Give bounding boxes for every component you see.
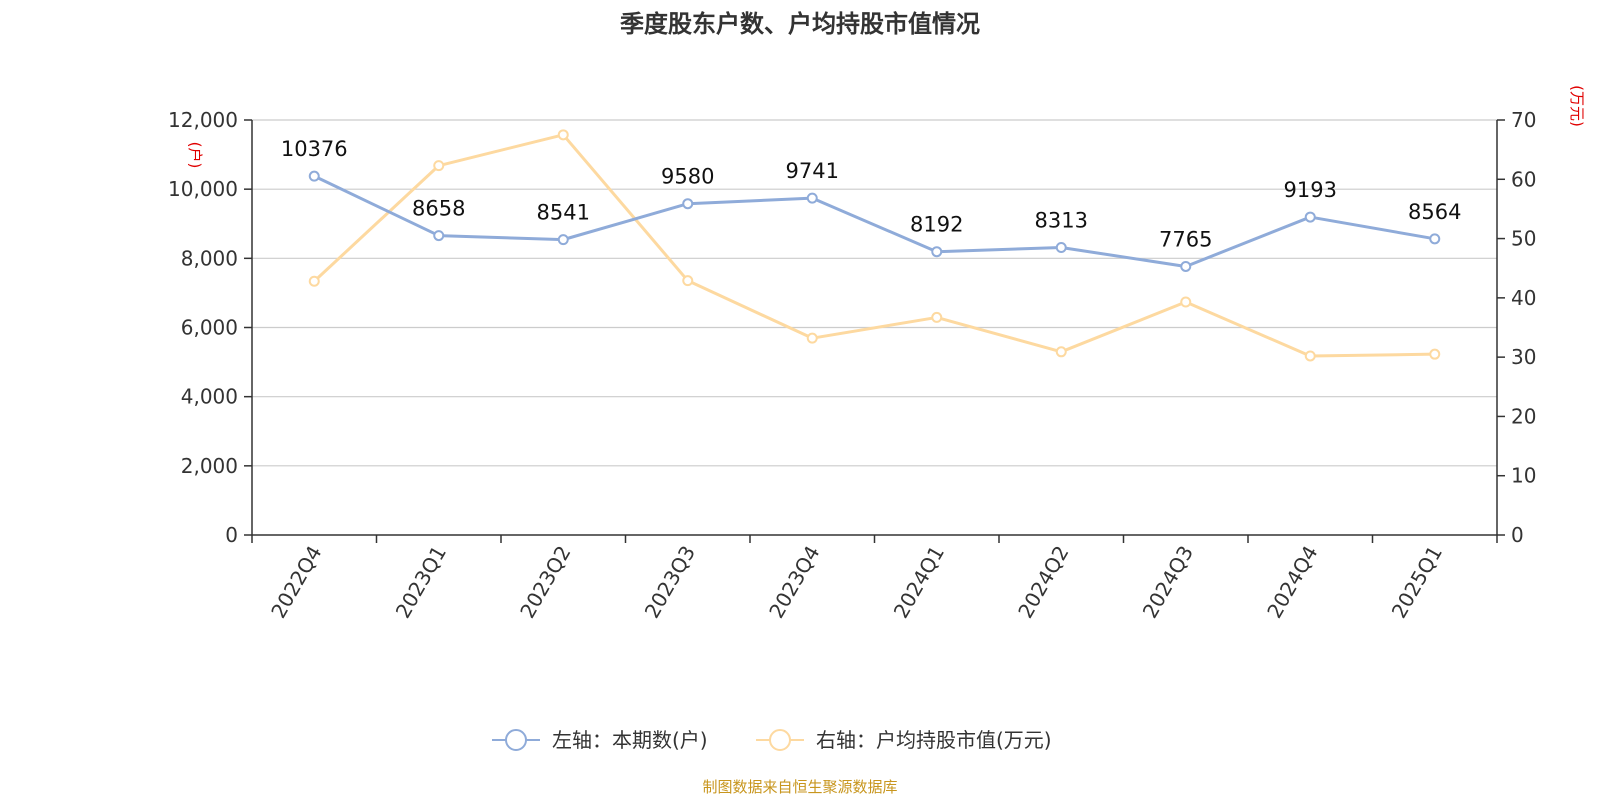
x-axis-tick-label: 2025Q1 (1387, 542, 1447, 623)
left-series-point (806, 192, 818, 204)
right-series-point (1304, 350, 1316, 362)
right-series-point (931, 311, 943, 323)
left-series-data-label: 8658 (412, 197, 465, 221)
right-axis-tick-label: 50 (1511, 227, 1536, 251)
x-axis-tick-label: 2024Q2 (1013, 542, 1073, 623)
left-axis-unit: (户) (186, 142, 204, 169)
right-axis-tick-label: 10 (1511, 464, 1536, 488)
left-series-data-label: 7765 (1159, 227, 1212, 251)
left-axis-tick-label: 0 (225, 523, 238, 547)
source-note: 制图数据来自恒生聚源数据库 (702, 778, 897, 796)
x-axis-tick-label: 2024Q4 (1262, 542, 1322, 623)
left-series-data-label: 8541 (537, 201, 590, 225)
left-series-line (313, 174, 1436, 268)
x-axis-tick-label: 2023Q1 (391, 542, 451, 623)
left-axis-tick-label: 2,000 (181, 454, 238, 478)
left-series-data-label: 10376 (281, 137, 348, 161)
legend-item-right-series[interactable]: 右轴：户均持股市值(万元) (756, 728, 1052, 752)
x-axis-tick-label: 2024Q3 (1138, 542, 1198, 623)
legend-right-label: 右轴：户均持股市值(万元) (816, 728, 1052, 752)
left-series-data-label: 9741 (786, 159, 839, 183)
right-axis-tick-label: 60 (1511, 167, 1536, 191)
grid (252, 119, 1497, 467)
right-axis-tick-label: 0 (1511, 523, 1524, 547)
right-series-line (313, 133, 1435, 358)
left-series-point (1429, 233, 1441, 245)
right-series-point (682, 275, 694, 287)
left-series-data-label: 9193 (1284, 178, 1337, 202)
left-series-point (1304, 211, 1316, 223)
legend: 左轴：本期数(户) 右轴：户均持股市值(万元) (492, 728, 1052, 752)
series: 10376 8658 8541 9580 9741 8192 8313 7765 9193 856… (281, 129, 1461, 362)
legend-right-marker (769, 729, 791, 751)
right-axis-unit: (万元) (1568, 85, 1586, 127)
x-axis-tick-label: 2023Q4 (764, 542, 824, 623)
right-axis-tick-label: 20 (1511, 404, 1536, 428)
right-series-point (308, 275, 320, 287)
left-series-point (931, 246, 943, 258)
left-series-data-label: 8313 (1035, 209, 1088, 233)
left-series-point (433, 230, 445, 242)
x-axis-tick-label: 2023Q3 (640, 542, 700, 623)
left-series-point (308, 170, 320, 182)
left-axis-tick-label: 4,000 (181, 385, 238, 409)
left-series-data-label: 9580 (661, 165, 714, 189)
right-axis-tick-label: 70 (1511, 108, 1536, 132)
left-axis-tick-label: 10,000 (168, 177, 238, 201)
left-series-data-label: 8564 (1408, 200, 1461, 224)
left-axis-tick-label: 12,000 (168, 108, 238, 132)
left-axis-tick-label: 8,000 (181, 246, 238, 270)
left-series-point (682, 198, 694, 210)
right-series-point (557, 129, 569, 141)
legend-item-left-series[interactable]: 左轴：本期数(户) (492, 728, 708, 752)
legend-left-label: 左轴：本期数(户) (552, 728, 708, 752)
left-series-point (557, 234, 569, 246)
left-series-point (1055, 242, 1067, 254)
right-series-point (1429, 348, 1441, 360)
right-series-point (1180, 296, 1192, 308)
right-axis-tick-label: 30 (1511, 345, 1536, 369)
right-series-point (806, 332, 818, 344)
x-axis-tick-label: 2023Q2 (515, 542, 575, 623)
right-axis-tick-label: 40 (1511, 286, 1536, 310)
x-axis-tick-label: 2022Q4 (266, 542, 326, 623)
left-series-point (1180, 260, 1192, 272)
chart-title: 季度股东户数、户均持股市值情况 (620, 10, 980, 38)
left-axis-tick-label: 6,000 (181, 316, 238, 340)
right-series-point (1055, 346, 1067, 358)
x-axis-tick-label: 2024Q1 (889, 542, 949, 623)
right-series-point (433, 160, 445, 172)
left-series-data-label: 8192 (910, 213, 963, 237)
legend-left-marker (505, 729, 527, 751)
